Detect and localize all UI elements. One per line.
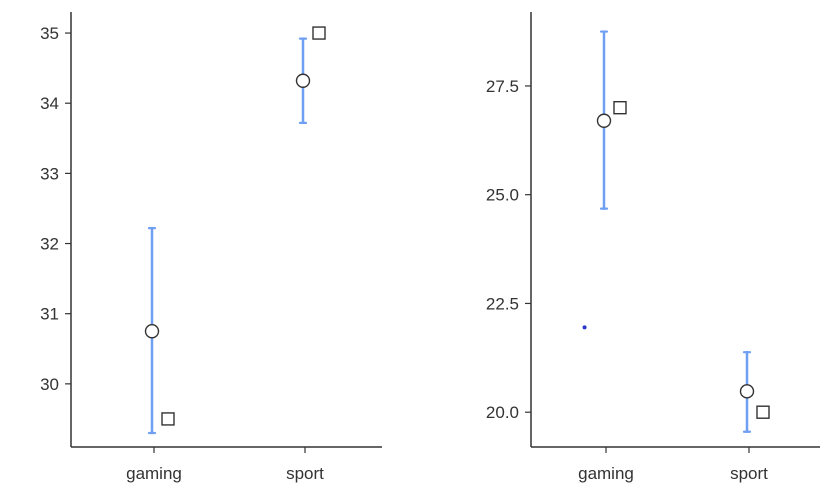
stray-dot xyxy=(582,325,587,330)
y-tick-label: 33 xyxy=(40,164,59,183)
mean-point xyxy=(144,324,160,339)
x-tick-label: sport xyxy=(730,464,768,483)
y-tick-label: 34 xyxy=(40,94,59,113)
mean-point xyxy=(295,73,311,88)
y-tick-label: 22.5 xyxy=(486,294,519,313)
left-panel: 30 31 32 33 34 35 gaming sport xyxy=(40,12,382,483)
square-point xyxy=(756,405,770,419)
mean-point xyxy=(596,113,612,128)
x-tick-label: gaming xyxy=(578,464,634,483)
y-tick-label: 32 xyxy=(40,235,59,254)
square-point xyxy=(613,100,627,115)
square-point xyxy=(312,26,326,40)
x-tick-label: gaming xyxy=(126,464,182,483)
mean-point xyxy=(739,384,755,399)
y-tick-label: 35 xyxy=(40,24,59,43)
y-tick-label: 30 xyxy=(40,375,59,394)
y-tick-label: 20.0 xyxy=(486,403,519,422)
x-tick-label: sport xyxy=(286,464,324,483)
right-panel: 20.0 22.5 25.0 27.5 gaming sport xyxy=(486,12,820,483)
y-tick-label: 31 xyxy=(40,305,59,324)
y-tick-label: 25.0 xyxy=(486,186,519,205)
square-point xyxy=(161,412,175,426)
y-tick-label: 27.5 xyxy=(486,77,519,96)
